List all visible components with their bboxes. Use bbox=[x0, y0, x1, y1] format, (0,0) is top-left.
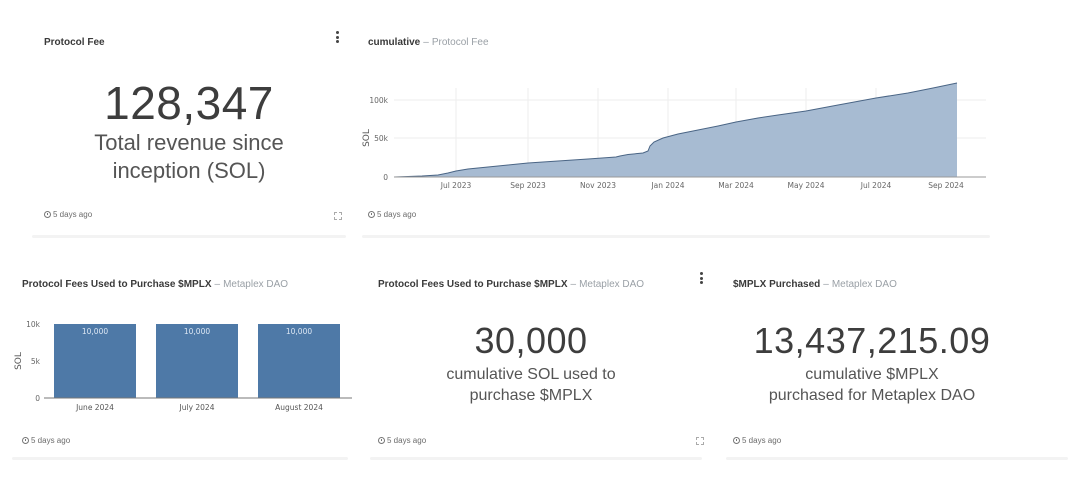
card-title: Protocol Fees Used to Purchase $MPLX – Met… bbox=[378, 279, 645, 290]
cumulative-area-chart[interactable]: 100k 50k 0 SOL Jul 2023 Sep 2023 Nov 202… bbox=[358, 52, 994, 222]
total-revenue-value: 128,347 bbox=[104, 77, 274, 129]
updated-timestamp: 5 days ago bbox=[44, 210, 92, 219]
fees-total-card: Protocol Fees Used to Purchase $MPLX – Met… bbox=[366, 268, 706, 460]
fees-bar-chart[interactable]: 10,000 10,000 10,000 10k 5k 0 SOL June 2… bbox=[8, 314, 352, 434]
svg-text:10,000: 10,000 bbox=[286, 327, 312, 336]
svg-text:May 2024: May 2024 bbox=[788, 181, 825, 190]
mplx-purchased-caption-2: purchased for Metaplex DAO bbox=[768, 387, 976, 404]
svg-text:10,000: 10,000 bbox=[82, 327, 108, 336]
card-title: $MPLX Purchased – Metaplex DAO bbox=[733, 279, 897, 290]
card-title: Protocol Fees Used to Purchase $MPLX – Met… bbox=[22, 279, 289, 290]
svg-text:August 2024: August 2024 bbox=[275, 403, 323, 412]
cumulative-chart-card: cumulative – Protocol Fee 100k 50k 0 SOL J… bbox=[358, 24, 994, 238]
expand-icon[interactable] bbox=[696, 437, 704, 445]
bar-july-2024[interactable] bbox=[156, 324, 238, 398]
updated-timestamp: 5 days ago bbox=[378, 436, 426, 445]
bar-august-2024[interactable] bbox=[258, 324, 340, 398]
svg-text:0: 0 bbox=[383, 173, 388, 182]
svg-text:Jul 2024: Jul 2024 bbox=[860, 181, 892, 190]
svg-text:0: 0 bbox=[35, 394, 40, 403]
svg-text:SOL: SOL bbox=[14, 352, 24, 370]
total-revenue-caption-2: inception (SOL) bbox=[112, 158, 266, 183]
svg-text:July 2024: July 2024 bbox=[179, 403, 215, 412]
card-title: Protocol Fee bbox=[44, 37, 105, 48]
svg-text:10k: 10k bbox=[26, 320, 41, 329]
svg-text:50k: 50k bbox=[374, 134, 389, 143]
svg-text:Mar 2024: Mar 2024 bbox=[718, 181, 754, 190]
more-options-icon[interactable] bbox=[334, 31, 340, 45]
mplx-purchased-value: 13,437,215.09 bbox=[753, 320, 991, 361]
total-revenue-caption-1: Total revenue since bbox=[94, 130, 284, 155]
svg-text:5k: 5k bbox=[31, 357, 41, 366]
svg-text:June 2024: June 2024 bbox=[75, 403, 114, 412]
svg-text:Nov 2023: Nov 2023 bbox=[580, 181, 616, 190]
fees-total-value: 30,000 bbox=[474, 320, 588, 361]
clock-icon bbox=[378, 437, 385, 444]
updated-timestamp: 5 days ago bbox=[368, 210, 416, 219]
more-options-icon[interactable] bbox=[698, 272, 704, 286]
svg-text:100k: 100k bbox=[369, 96, 388, 105]
clock-icon bbox=[44, 211, 51, 218]
cumulative-area bbox=[422, 83, 957, 177]
fees-bar-chart-card: Protocol Fees Used to Purchase $MPLX – Met… bbox=[8, 268, 352, 460]
mplx-purchased-card: $MPLX Purchased – Metaplex DAO 13,437,215.… bbox=[722, 268, 1072, 460]
svg-text:SOL: SOL bbox=[362, 129, 372, 147]
mplx-purchased-caption-1: cumulative $MPLX bbox=[805, 366, 939, 383]
clock-icon bbox=[22, 437, 29, 444]
expand-icon[interactable] bbox=[334, 212, 342, 220]
fees-total-caption-1: cumulative SOL used to bbox=[446, 366, 616, 383]
svg-text:Jul 2023: Jul 2023 bbox=[440, 181, 472, 190]
bar-june-2024[interactable] bbox=[54, 324, 136, 398]
svg-text:Sep 2023: Sep 2023 bbox=[510, 181, 546, 190]
fees-total-caption-2: purchase $MPLX bbox=[469, 387, 593, 404]
clock-icon bbox=[368, 211, 375, 218]
clock-icon bbox=[733, 437, 740, 444]
svg-text:Sep 2024: Sep 2024 bbox=[928, 181, 964, 190]
updated-timestamp: 5 days ago bbox=[22, 436, 70, 445]
updated-timestamp: 5 days ago bbox=[733, 436, 781, 445]
card-title: cumulative – Protocol Fee bbox=[368, 37, 489, 48]
svg-text:10,000: 10,000 bbox=[184, 327, 210, 336]
protocol-fee-card: Protocol Fee 128,347 Total revenue since… bbox=[28, 24, 350, 238]
svg-text:Jan 2024: Jan 2024 bbox=[650, 181, 684, 190]
